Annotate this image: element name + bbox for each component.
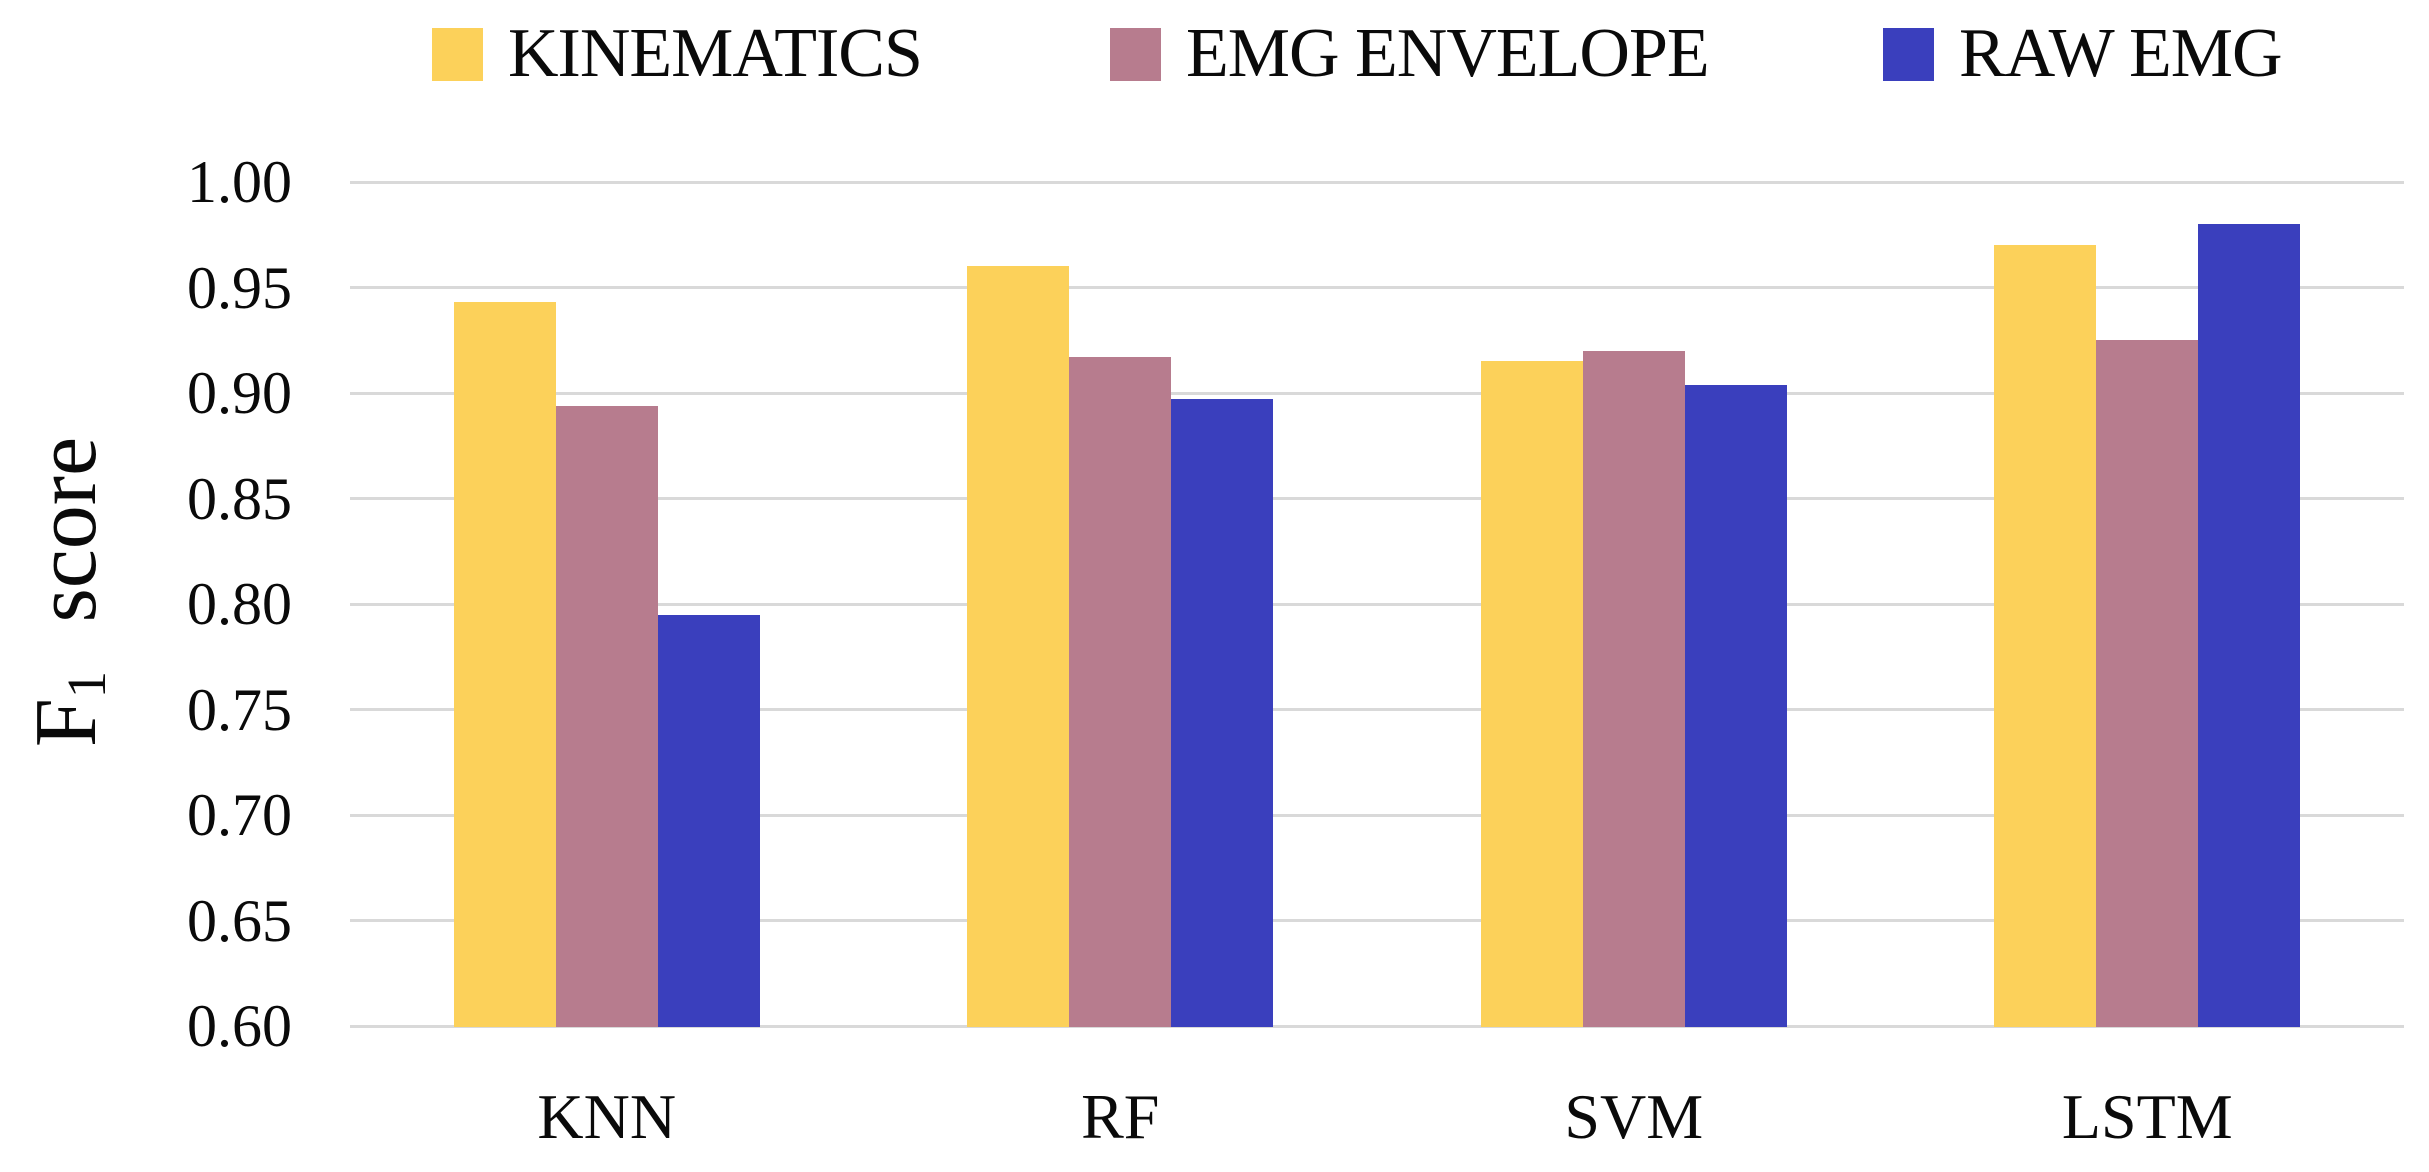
gridline-1.00 [350,180,2404,184]
y-axis-title-subscript: 1 [55,670,117,699]
x-tick-label-lstm: LSTM [2061,1081,2233,1152]
gridline-0.90 [350,391,2404,395]
gridline-0.75 [350,708,2404,711]
gridline-0.60 [350,1024,2404,1028]
y-tick-label-0.75: 0.75 [187,676,292,743]
y-tick-label-0.65: 0.65 [187,887,292,954]
x-tick-label-svm: SVM [1564,1081,1704,1152]
legend-swatch-raw-emg [1883,27,1934,81]
y-tick-label-0.85: 0.85 [187,465,292,532]
bar-lstm-raw-emg [2198,224,2301,1027]
x-tick-label-knn: KNN [537,1081,677,1152]
legend-item-kinematics: KINEMATICS [432,15,923,92]
legend-label: KINEMATICS [508,15,923,92]
legend-swatch-kinematics [432,27,483,81]
bar-knn-raw-emg [657,614,760,1027]
y-axis-title: F1 score [18,437,121,747]
gridline-0.85 [350,497,2404,500]
bar-rf-emg-envelope [1069,357,1172,1027]
x-tick-label-rf: RF [1081,1081,1160,1152]
y-tick-label-0.70: 0.70 [187,782,292,848]
bar-svm-emg-envelope [1582,350,1685,1027]
y-tick-label-0.95: 0.95 [187,254,292,321]
y-axis-title-base: F [18,698,115,748]
gridline-0.65 [350,919,2404,922]
legend-item-raw-emg: RAW EMG [1883,15,2282,92]
gridline-0.70 [350,813,2404,817]
y-tick-label-0.60: 0.60 [187,993,292,1059]
bar-knn-kinematics [453,302,556,1027]
y-axis-title-rest: score [18,436,115,623]
legend-label: RAW EMG [1959,15,2282,92]
legend-label: EMG ENVELOPE [1186,15,1710,92]
y-tick-label-1.00: 1.00 [187,149,292,215]
bar-svm-raw-emg [1684,384,1787,1027]
legend-item-emg-envelope: EMG ENVELOPE [1110,15,1710,92]
bar-lstm-kinematics [1994,245,2097,1027]
bar-rf-kinematics [967,266,1070,1027]
bar-rf-raw-emg [1171,399,1274,1027]
gridline-0.80 [350,602,2404,606]
bar-lstm-emg-envelope [2096,340,2199,1027]
gridline-0.95 [350,286,2404,289]
legend-swatch-emg-envelope [1110,27,1161,81]
y-tick-label-0.90: 0.90 [187,360,292,426]
y-tick-label-0.80: 0.80 [187,571,292,637]
bar-svm-kinematics [1480,361,1583,1027]
bar-knn-emg-envelope [555,405,658,1027]
